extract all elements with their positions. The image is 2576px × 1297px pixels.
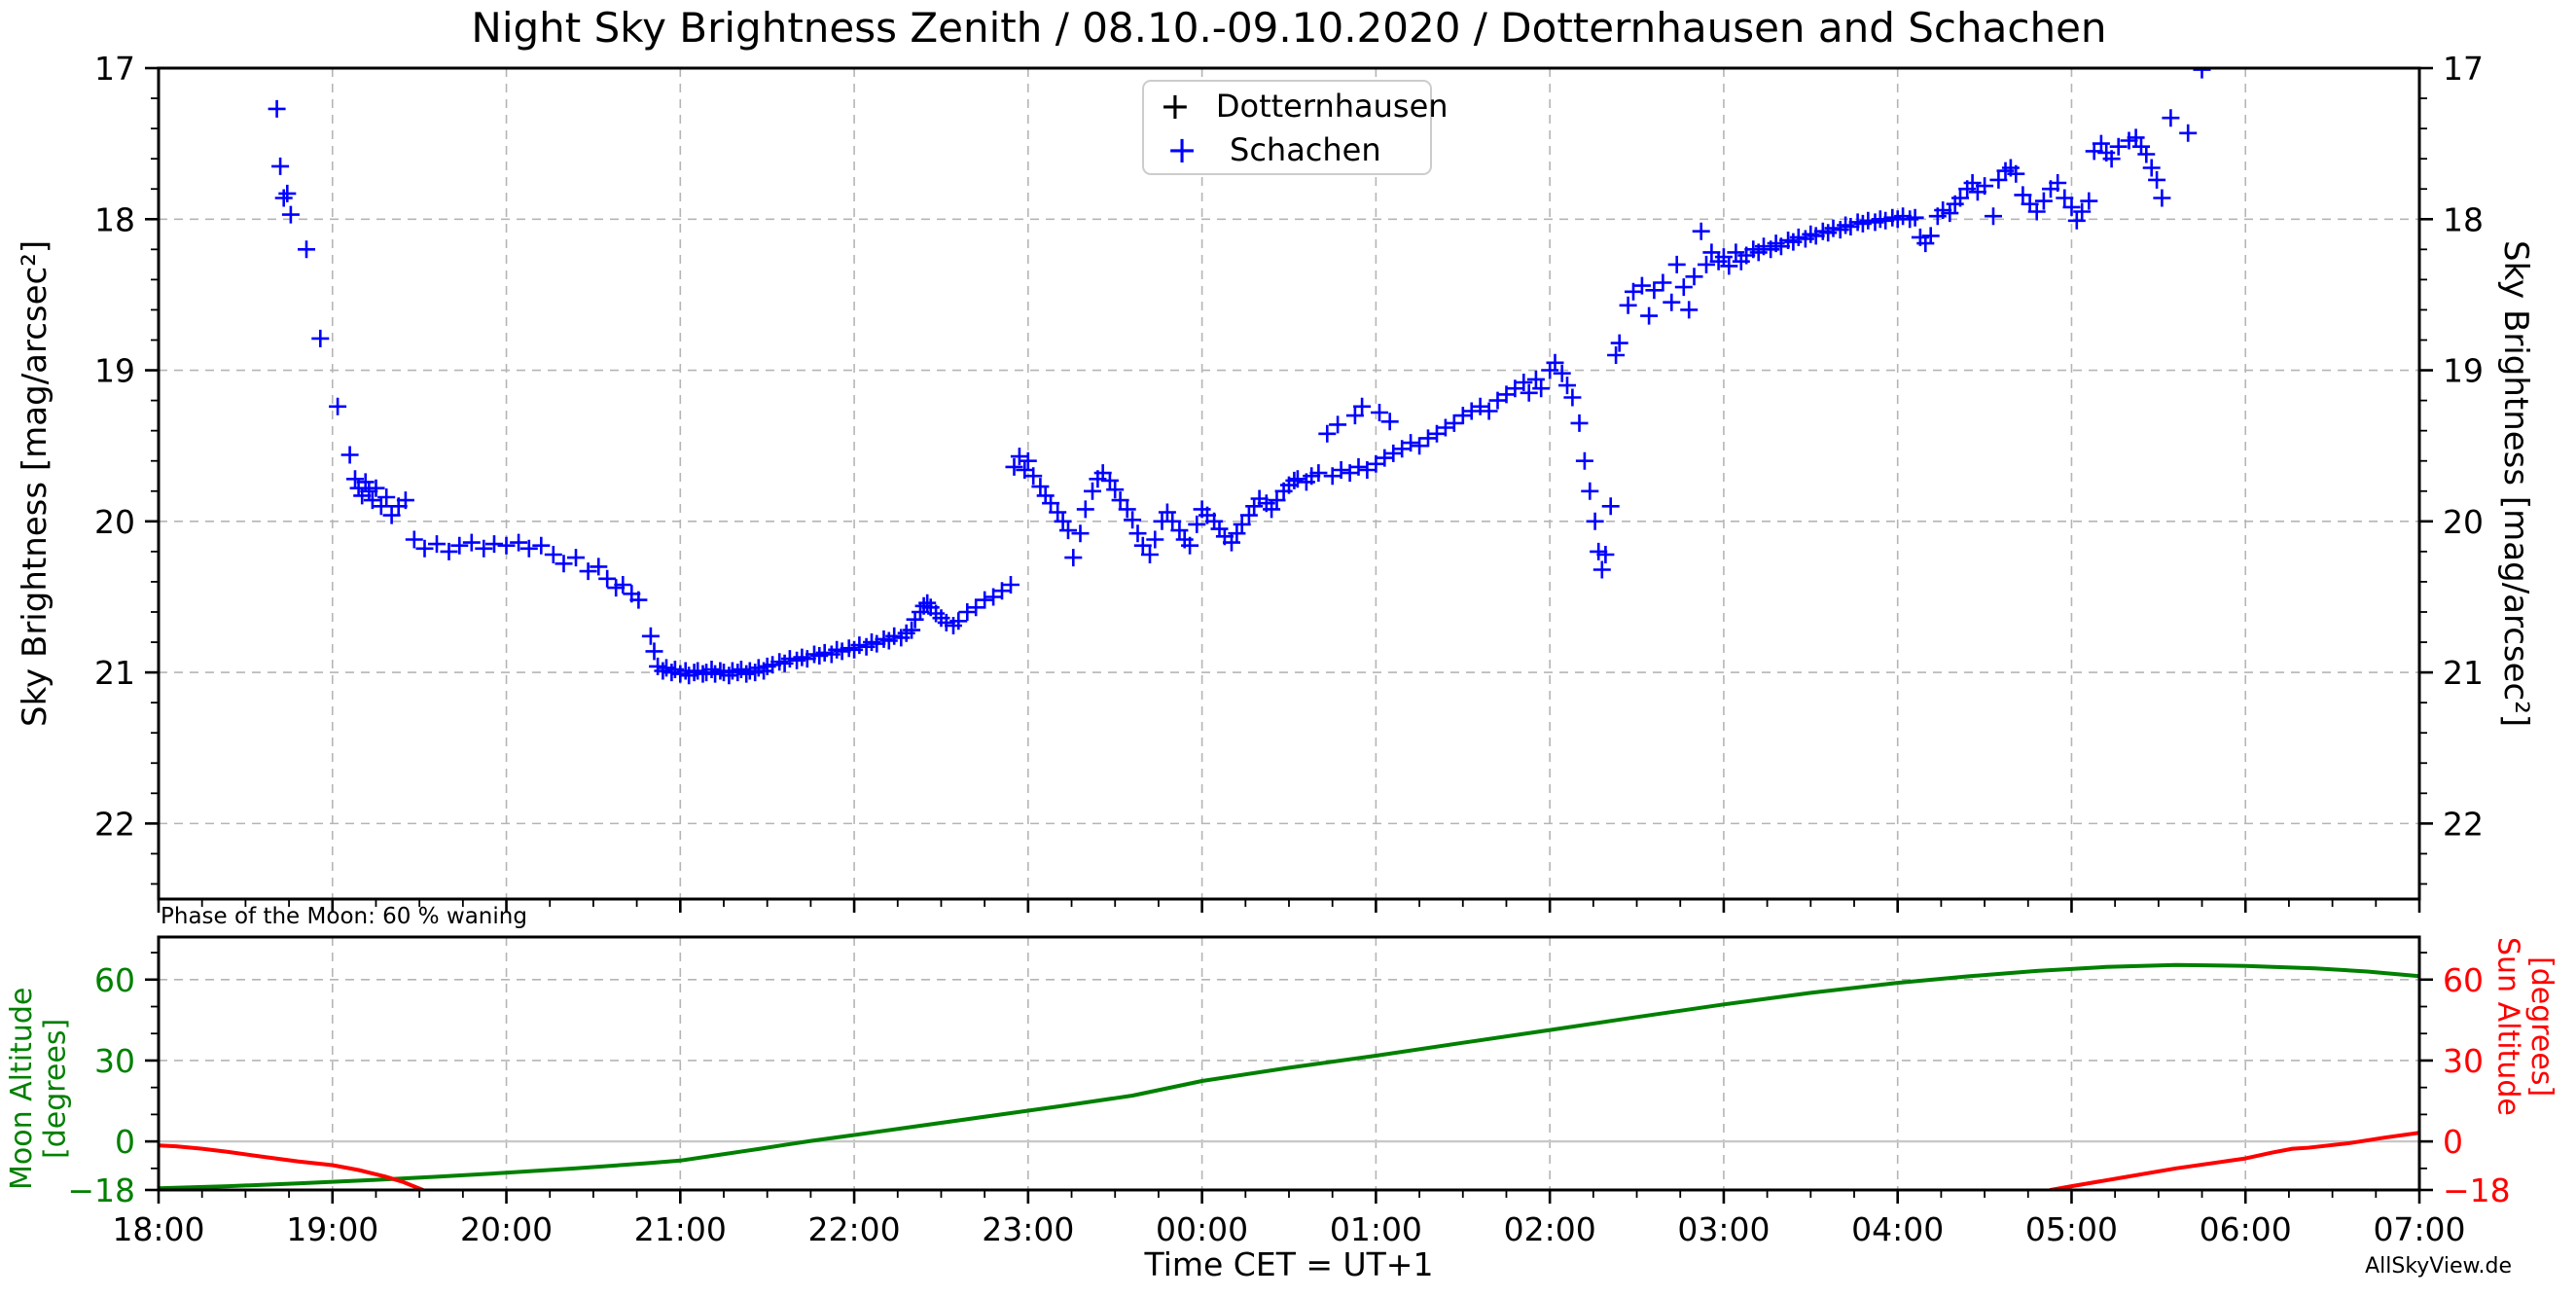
sun-altitude-label-line2: [degrees] (2524, 955, 2558, 1097)
legend-item-schachen: + Schachen (1144, 128, 1430, 171)
legend-label: Schachen (1230, 130, 1381, 168)
sun-altitude-label-line1: Sun Altitude (2490, 937, 2525, 1116)
x-tick-label: 04:00 (1851, 1210, 1944, 1248)
x-tick-label: 07:00 (2373, 1210, 2465, 1248)
plus-marker-icon: + (1166, 127, 1198, 171)
sun-tick-label: 60 (2443, 961, 2484, 999)
sun-altitude-axis-label: Sun Altitude [degrees] (2490, 937, 2559, 1190)
axis-ticks (145, 66, 2433, 1204)
legend-item-dotternhausen: + Dotternhausen (1144, 84, 1449, 127)
moon-tick-label: 30 (94, 1042, 135, 1080)
y-tick-label-right: 22 (2443, 805, 2484, 843)
moon-phase-annotation: Phase of the Moon: 60 % waning (161, 904, 527, 929)
x-tick-label: 22:00 (808, 1210, 901, 1248)
y-axis-label-right: Sky Brightness [mag/arcsec²] (2496, 239, 2535, 728)
bottom-panel-border (157, 935, 2421, 1192)
y-tick-label-left: 17 (94, 50, 135, 88)
schachen-scatter-points (268, 68, 2211, 685)
moon-tick-label: 0 (115, 1123, 135, 1161)
sun-tick-label: 0 (2443, 1123, 2463, 1161)
top-panel-border (157, 66, 2421, 901)
y-tick-label-left: 19 (94, 352, 135, 390)
legend-label: Dotternhausen (1215, 87, 1449, 125)
legend: + Dotternhausen + Schachen (1142, 80, 1449, 175)
y-tick-label-right: 17 (2443, 50, 2484, 88)
y-tick-label-right: 18 (2443, 200, 2484, 238)
y-tick-label-left: 21 (94, 654, 135, 692)
moon-altitude-line (159, 962, 2419, 1190)
sun-altitude-line-morning (2049, 1131, 2419, 1190)
x-tick-label: 02:00 (1504, 1210, 1596, 1248)
sun-tick-label: −18 (2443, 1171, 2511, 1209)
y-tick-label-left: 22 (94, 805, 135, 843)
x-axis-label: Time CET = UT+1 (1144, 1245, 1434, 1283)
y-tick-label-left: 18 (94, 200, 135, 238)
moon-altitude-label-line2: [degrees] (38, 1018, 73, 1159)
y-tick-label-right: 21 (2443, 654, 2484, 692)
moon-tick-label: 60 (94, 961, 135, 999)
y-axis-label-left: Sky Brightness [mag/arcsec²] (16, 239, 54, 728)
x-tick-label: 00:00 (1156, 1210, 1248, 1248)
x-tick-label: 01:00 (1330, 1210, 1422, 1248)
chart-title: Night Sky Brightness Zenith / 08.10.-09.… (471, 4, 2107, 52)
moon-altitude-axis-label: Moon Altitude [degrees] (5, 937, 73, 1190)
y-tick-label-right: 20 (2443, 503, 2484, 541)
y-tick-label-left: 20 (94, 503, 135, 541)
x-tick-label: 03:00 (1677, 1210, 1770, 1248)
sun-tick-label: 30 (2443, 1042, 2484, 1080)
x-tick-label: 20:00 (460, 1210, 553, 1248)
plus-marker-icon: + (1160, 84, 1191, 127)
x-tick-label: 05:00 (2025, 1210, 2118, 1248)
watermark: AllSkyView.de (2365, 1254, 2512, 1279)
moon-altitude-label-line1: Moon Altitude (5, 987, 39, 1190)
sun-altitude-line-evening (159, 1143, 425, 1190)
x-tick-label: 19:00 (286, 1210, 378, 1248)
x-tick-label: 23:00 (982, 1210, 1074, 1248)
x-tick-label: 21:00 (634, 1210, 727, 1248)
gridlines (159, 68, 2419, 1190)
moon-tick-label: −18 (67, 1171, 135, 1209)
y-tick-label-right: 19 (2443, 352, 2484, 390)
x-tick-label: 18:00 (112, 1210, 204, 1248)
x-tick-label: 06:00 (2200, 1210, 2292, 1248)
